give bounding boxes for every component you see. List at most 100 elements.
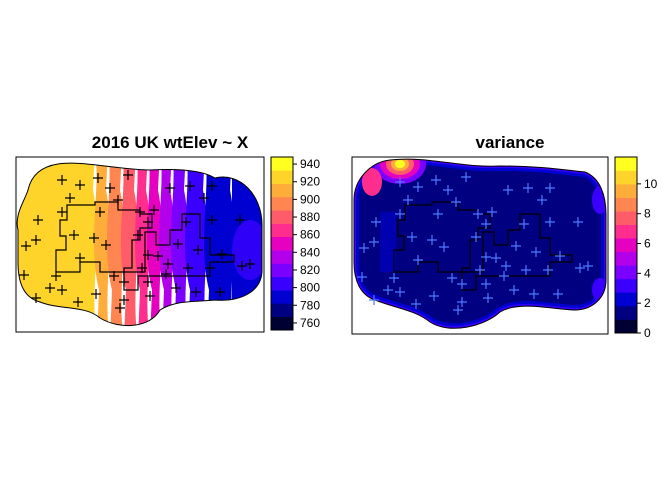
sample-point-marker [133, 230, 143, 240]
surface-band [170, 163, 188, 326]
colorbar-swatch [615, 197, 637, 212]
sample-point-marker [199, 193, 209, 203]
surface-band [120, 163, 138, 326]
sample-point-marker [217, 249, 227, 259]
surface-band [17, 163, 97, 326]
colorbar-frame [270, 156, 294, 331]
colorbar-tick-label: 800 [300, 281, 320, 295]
sample-point-marker [359, 243, 369, 253]
sample-point-marker [439, 242, 449, 252]
sample-point-marker [413, 255, 423, 265]
sample-point-marker [481, 219, 491, 229]
sample-point-marker [389, 273, 399, 283]
colorbar-swatch [615, 319, 637, 334]
sample-point-marker [119, 295, 129, 305]
sample-point-marker [183, 263, 193, 273]
sample-point-marker [457, 297, 467, 307]
colorbar-swatch [615, 305, 637, 320]
sample-point-marker [447, 273, 457, 283]
surface-band [232, 220, 262, 280]
sample-point-marker [19, 270, 29, 280]
colorbar-swatch [271, 263, 293, 278]
sample-point-marker [31, 235, 41, 245]
colorbar-tick-label: 920 [300, 175, 320, 189]
sample-point-marker [483, 293, 493, 303]
sample-point-marker [119, 277, 129, 287]
colorbar-swatch [271, 183, 293, 198]
sample-point-marker [499, 271, 509, 281]
colorbar-tick-label: 2 [644, 296, 651, 310]
sample-point-marker [51, 271, 61, 281]
colorbar-tick-label: 4 [644, 266, 651, 280]
sample-point-marker [153, 251, 163, 261]
sample-point-marker [95, 207, 105, 217]
colorbar-swatch [615, 211, 637, 225]
sample-point-marker [161, 269, 171, 279]
sample-point-marker [383, 285, 393, 295]
sample-point-marker [371, 217, 381, 227]
colorbar-tick-label: 10 [644, 177, 658, 191]
sample-point-marker [163, 259, 173, 269]
sample-point-marker [431, 175, 441, 185]
sample-point-marker [237, 261, 247, 271]
sample-point-marker [537, 195, 547, 205]
surface-band [184, 163, 207, 326]
sample-point-marker [583, 261, 593, 271]
sample-point-marker [555, 251, 565, 261]
sample-point-marker [519, 219, 529, 229]
surface-band [203, 163, 234, 326]
chart-title: variance [476, 133, 545, 152]
sample-point-marker [193, 245, 203, 255]
sample-point-marker [33, 215, 43, 225]
sample-point-marker [461, 172, 471, 182]
colorbar-swatch [271, 170, 293, 184]
sample-point-marker [357, 272, 367, 282]
sample-point-marker [395, 209, 405, 219]
colorbar-swatch [615, 170, 637, 185]
variance-surface [354, 159, 606, 329]
sample-point-marker [69, 230, 79, 240]
sample-point-marker [475, 265, 485, 275]
sample-point-marker [143, 217, 153, 227]
sample-point-marker [443, 185, 453, 195]
sample-point-marker [481, 252, 491, 262]
plot-frame [15, 156, 265, 333]
sample-point-marker [65, 193, 75, 203]
colorbar-frame [614, 156, 638, 334]
sample-point-marker [115, 303, 125, 313]
sample-point-marker [529, 289, 539, 299]
colorbar-tick-label: 6 [644, 237, 651, 251]
colorbar-swatch [271, 223, 293, 238]
sample-point-marker [235, 215, 245, 225]
colorbar-tick-label: 880 [300, 210, 320, 224]
colorbar-swatch [615, 184, 637, 198]
sample-point-marker [553, 289, 563, 299]
sample-point-marker [407, 232, 417, 242]
sample-point-marker [31, 293, 41, 303]
panel-elevation: 2016 UK wtElev ~ X 760 780 800 820 840 860 880… [15, 133, 320, 333]
colorbar-swatch [271, 210, 293, 224]
sample-points [19, 170, 255, 313]
sample-point-marker [411, 299, 421, 309]
sample-point-marker [109, 271, 119, 281]
sample-point-marker [215, 287, 225, 297]
sample-point-marker [105, 183, 115, 193]
sample-point-marker [395, 177, 405, 187]
boundary-polygon [393, 201, 573, 291]
sample-point-marker [413, 182, 423, 192]
sample-point-marker [491, 253, 501, 263]
colorbar-swatch [615, 238, 637, 253]
sample-point-marker [453, 305, 463, 315]
sample-point-marker [135, 207, 145, 217]
sample-point-marker [471, 232, 481, 242]
surface-band [106, 163, 124, 326]
sample-point-marker [137, 263, 147, 273]
sample-point-marker [509, 285, 519, 295]
colorbar-tick-label: 840 [300, 245, 320, 259]
sample-point-marker [57, 285, 67, 295]
sample-point-marker [143, 250, 153, 260]
sample-point-marker [173, 239, 183, 249]
colorbar: 760 780 800 820 840 860 880 900 920 940 [270, 156, 320, 331]
sample-point-marker [171, 283, 181, 293]
colorbar-swatch [615, 265, 637, 280]
